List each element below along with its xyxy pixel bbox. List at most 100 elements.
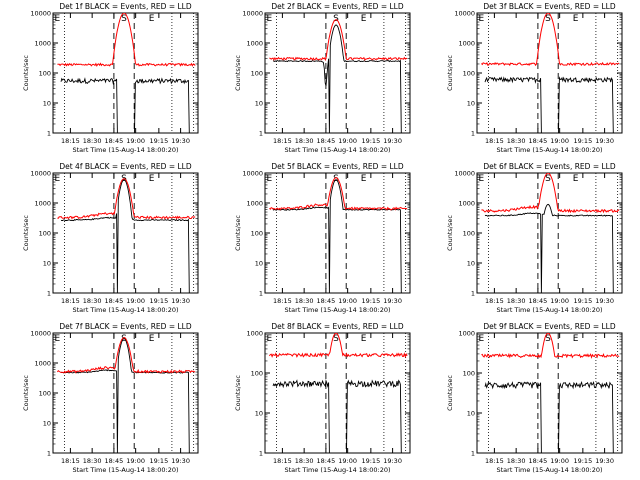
lld-series-line xyxy=(481,13,620,67)
events-series-line xyxy=(272,179,402,293)
marker-label: S xyxy=(545,14,551,24)
y-tick-label: 100 xyxy=(39,390,51,398)
marker-label: E xyxy=(573,334,579,344)
y-tick-label: 1 xyxy=(471,290,475,298)
chart-title: Det 2f BLACK = Events, RED = LLD xyxy=(271,2,404,11)
y-tick-label: 100 xyxy=(251,230,263,238)
x-tick-label: 19:00 xyxy=(550,457,569,465)
lld-series-line xyxy=(481,333,620,359)
marker-label: E xyxy=(266,334,272,344)
x-tick-label: 18:30 xyxy=(507,297,526,305)
y-tick-label: 10 xyxy=(255,410,263,418)
plot-frame xyxy=(476,332,623,454)
plot-frame xyxy=(264,332,411,454)
y-tick-label: 10000 xyxy=(30,10,51,18)
plot-frame xyxy=(264,12,411,134)
marker-label: S xyxy=(333,174,339,184)
x-tick-label: 18:15 xyxy=(485,137,504,145)
chart-panel-5: Det 5f BLACK = Events, RED = LLD 1 10 100 10… xyxy=(234,162,411,314)
x-tick-label: 19:15 xyxy=(149,457,168,465)
chart-title: Det 8f BLACK = Events, RED = LLD xyxy=(271,322,404,331)
y-tick-label: 1 xyxy=(259,290,263,298)
y-tick-label: 1000 xyxy=(458,200,475,208)
x-tick-label: 19:00 xyxy=(126,297,145,305)
plot-frame xyxy=(264,172,411,294)
x-axis-label: Start Time (15-Aug-14 18:00:20) xyxy=(284,466,390,474)
events-series-line xyxy=(484,380,614,453)
y-tick-label: 100 xyxy=(463,70,475,78)
x-tick-label: 18:45 xyxy=(317,457,336,465)
chart-title: Det 9f BLACK = Events, RED = LLD xyxy=(483,322,616,331)
chart-panel-3: Det 3f BLACK = Events, RED = LLD 1 10 100 10… xyxy=(446,2,623,154)
marker-label: E xyxy=(573,174,579,184)
x-axis-label: Start Time (15-Aug-14 18:00:20) xyxy=(284,146,390,154)
y-tick-label: 10000 xyxy=(242,170,263,178)
y-tick-label: 10000 xyxy=(242,10,263,18)
x-tick-label: 19:15 xyxy=(573,137,592,145)
y-tick-label: 1000 xyxy=(246,330,263,338)
y-axis-label: Counts/sec xyxy=(446,215,454,251)
chart-title: Det 7f BLACK = Events, RED = LLD xyxy=(59,322,192,331)
y-tick-label: 10000 xyxy=(30,170,51,178)
x-tick-label: 19:00 xyxy=(550,137,569,145)
x-tick-label: 18:15 xyxy=(61,297,80,305)
events-series-line xyxy=(484,203,614,293)
x-tick-label: 19:30 xyxy=(383,137,402,145)
chart-title: Det 5f BLACK = Events, RED = LLD xyxy=(271,162,404,171)
y-tick-label: 1 xyxy=(471,130,475,138)
y-tick-label: 100 xyxy=(463,230,475,238)
plot-frame xyxy=(476,172,623,294)
x-tick-label: 19:15 xyxy=(573,457,592,465)
x-tick-label: 19:00 xyxy=(338,457,357,465)
x-tick-label: 18:15 xyxy=(485,297,504,305)
x-tick-label: 19:15 xyxy=(361,297,380,305)
x-tick-label: 18:45 xyxy=(529,137,548,145)
x-axis-label: Start Time (15-Aug-14 18:00:20) xyxy=(284,306,390,314)
marker-label: E xyxy=(266,14,272,24)
lld-series-line xyxy=(57,13,196,67)
x-tick-label: 18:30 xyxy=(83,457,102,465)
x-tick-label: 18:45 xyxy=(317,137,336,145)
x-tick-label: 19:00 xyxy=(550,297,569,305)
y-tick-label: 1 xyxy=(47,290,51,298)
x-tick-label: 18:45 xyxy=(529,457,548,465)
x-tick-label: 19:15 xyxy=(149,137,168,145)
y-tick-label: 10 xyxy=(43,420,51,428)
y-tick-label: 1 xyxy=(47,130,51,138)
x-tick-label: 19:15 xyxy=(361,457,380,465)
x-tick-label: 18:45 xyxy=(317,297,336,305)
x-tick-label: 19:30 xyxy=(595,297,614,305)
marker-label: E xyxy=(266,174,272,184)
events-series-line xyxy=(272,379,402,453)
marker-label: E xyxy=(361,334,367,344)
marker-label: S xyxy=(545,174,551,184)
x-tick-label: 19:15 xyxy=(573,297,592,305)
plot-frame xyxy=(476,12,623,134)
marker-label: E xyxy=(478,334,484,344)
y-tick-label: 1000 xyxy=(34,360,51,368)
marker-label: E xyxy=(361,14,367,24)
marker-label: S xyxy=(121,14,127,24)
x-axis-label: Start Time (15-Aug-14 18:00:20) xyxy=(72,306,178,314)
x-tick-label: 19:30 xyxy=(595,137,614,145)
lld-series-line xyxy=(481,173,620,214)
x-tick-label: 18:15 xyxy=(485,457,504,465)
y-axis-label: Counts/sec xyxy=(22,215,30,251)
y-axis-label: Counts/sec xyxy=(234,375,242,411)
y-tick-label: 10 xyxy=(467,260,475,268)
x-tick-label: 19:30 xyxy=(383,457,402,465)
marker-label: E xyxy=(149,14,155,24)
y-tick-label: 1000 xyxy=(34,200,51,208)
marker-label: E xyxy=(361,174,367,184)
y-tick-label: 1000 xyxy=(34,40,51,48)
x-tick-label: 18:30 xyxy=(507,457,526,465)
chart-panel-1: Det 1f BLACK = Events, RED = LLD 1 10 100 10… xyxy=(22,2,199,154)
y-axis-label: Counts/sec xyxy=(234,215,242,251)
y-axis-label: Counts/sec xyxy=(22,375,30,411)
chart-panel-2: Det 2f BLACK = Events, RED = LLD 1 10 100 10… xyxy=(234,2,411,154)
lld-series-line xyxy=(57,178,196,220)
events-series-line xyxy=(272,24,402,133)
chart-title: Det 6f BLACK = Events, RED = LLD xyxy=(483,162,616,171)
x-tick-label: 18:30 xyxy=(83,297,102,305)
